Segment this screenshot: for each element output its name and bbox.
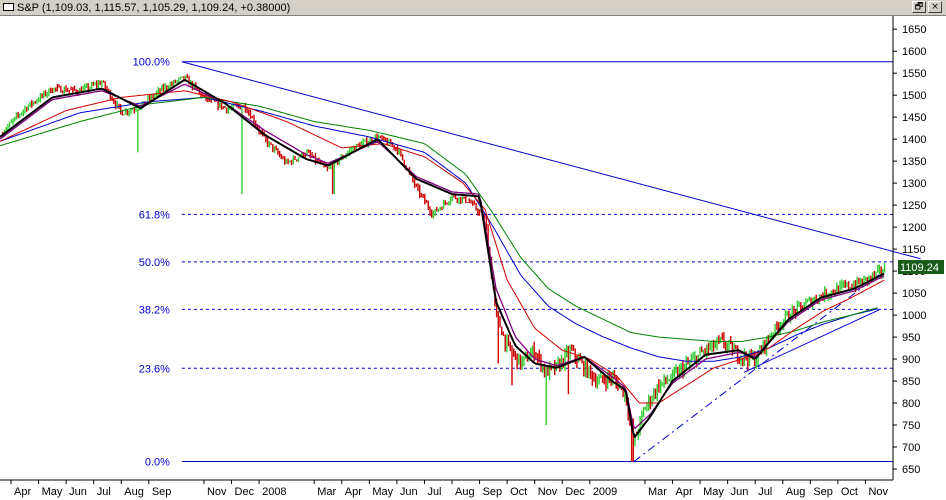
x-tick-label: 2008 (262, 486, 286, 498)
x-tick-label: May (42, 486, 63, 498)
y-tick-label: 1400 (902, 134, 926, 146)
y-tick-label: 1300 (902, 178, 926, 190)
x-axis: Apr May Jun Jul Aug Sep Nov Dec 2008 Mar Apr May Jun… (0, 479, 893, 498)
window-title-bar: S&P (1,109.03, 1,115.57, 1,105.29, 1,109… (0, 0, 946, 16)
fib-label: 0.0% (145, 457, 170, 469)
x-tick-label: Jul (758, 486, 772, 498)
moving-averages (0, 79, 885, 438)
y-tick-label: 750 (902, 420, 920, 432)
y-tick-label: 1650 (902, 24, 926, 36)
y-tick-label: 1500 (902, 90, 926, 102)
trendline-uptrend (633, 274, 880, 462)
last-price-label: 1109.24 (900, 262, 939, 274)
x-tick-label: Jun (731, 486, 749, 498)
ma-line-red (0, 90, 885, 404)
ma-line-green (0, 97, 878, 342)
y-tick-label: 1050 (902, 288, 926, 300)
x-tick-label: Aug (124, 486, 144, 498)
close-button[interactable]: × (928, 1, 942, 13)
x-tick-label: Dec (235, 486, 255, 498)
y-tick-label: 900 (902, 354, 920, 366)
x-tick-label: Apr (676, 486, 693, 498)
fibonacci-levels: 100.0% 61.8% 50.0% 38.2% 23.6% 0.0% (133, 57, 893, 469)
y-tick-label: 850 (902, 376, 920, 388)
x-tick-label: Jul (97, 486, 111, 498)
fib-label: 23.6% (139, 363, 170, 375)
y-tick-label: 1350 (902, 156, 926, 168)
window-title: S&P (1,109.03, 1,115.57, 1,105.29, 1,109… (17, 2, 291, 14)
y-tick-label: 700 (902, 442, 920, 454)
x-tick-label: Sep (483, 486, 503, 498)
x-tick-label: Jul (427, 486, 441, 498)
ma-line-blue (0, 97, 878, 362)
y-tick-label: 950 (902, 332, 920, 344)
x-tick-label: Aug (455, 486, 475, 498)
trendline-uptrend2 (743, 309, 880, 373)
fib-label: 100.0% (133, 57, 171, 69)
x-tick-label: Apr (14, 486, 31, 498)
fib-label: 38.2% (139, 304, 170, 316)
ma-line-fast (0, 79, 885, 438)
x-tick-label: Sep (813, 486, 833, 498)
y-tick-label: 1000 (902, 310, 926, 322)
x-tick-label: Mar (317, 486, 336, 498)
x-tick-label: Oct (510, 486, 527, 498)
last-price-badge: 1109.24 (898, 260, 944, 275)
x-tick-label: Nov (207, 486, 227, 498)
x-tick-label: Aug (786, 486, 806, 498)
x-tick-label: Jun (69, 486, 87, 498)
chart-window-icon (3, 3, 14, 11)
x-tick-label: 2009 (593, 486, 617, 498)
trendline-downtrend (181, 61, 921, 260)
x-tick-label: Sep (152, 486, 172, 498)
x-tick-label: Apr (345, 486, 362, 498)
y-tick-label: 650 (902, 464, 920, 476)
y-tick-label: 1250 (902, 200, 926, 212)
x-tick-label: Nov (538, 486, 558, 498)
x-tick-label: Nov (868, 486, 888, 498)
restore-button[interactable]: 🗗 (912, 1, 926, 13)
y-tick-label: 800 (902, 398, 920, 410)
price-chart: 100.0% 61.8% 50.0% 38.2% 23.6% 0.0% 650 700 750… (0, 16, 944, 498)
y-tick-label: 1450 (902, 112, 926, 124)
x-tick-label: Jun (400, 486, 418, 498)
y-axis: 6507007508008509009501000105011001150120… (892, 16, 926, 480)
y-tick-label: 1550 (902, 68, 926, 80)
fib-label: 50.0% (139, 257, 170, 269)
x-tick-label: May (372, 486, 393, 498)
y-tick-label: 1150 (902, 244, 926, 256)
ma-line-purple (0, 83, 885, 430)
last-price-badge-bg (898, 260, 944, 275)
x-tick-label: Mar (648, 486, 667, 498)
x-tick-label: Oct (841, 486, 858, 498)
x-tick-label: Dec (565, 486, 585, 498)
trendlines (181, 61, 921, 462)
y-tick-label: 1600 (902, 46, 926, 58)
fib-label: 61.8% (139, 209, 170, 221)
y-tick-label: 1200 (902, 222, 926, 234)
x-tick-label: May (703, 486, 724, 498)
